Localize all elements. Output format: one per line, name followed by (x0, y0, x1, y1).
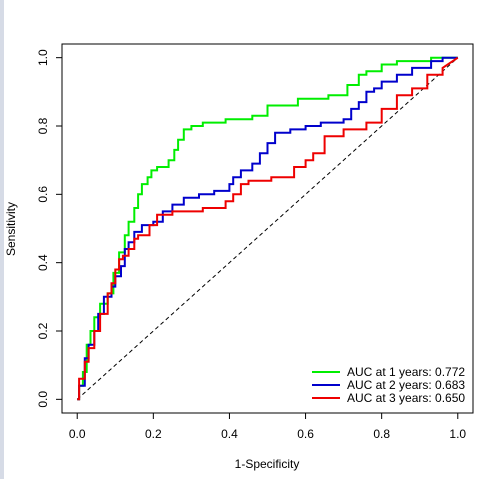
legend-label-1: AUC at 1 years: 0.772 (347, 365, 465, 379)
y-axis-label: Sensitivity (4, 202, 18, 256)
y-tick-label: 0.6 (36, 186, 50, 203)
x-tick-label: 1.0 (449, 427, 466, 441)
series-line-2 (77, 56, 458, 401)
y-tick-label: 0.0 (36, 391, 50, 408)
x-axis-label: 1-Specificity (235, 457, 300, 471)
x-tick-label: 0.4 (221, 427, 238, 441)
y-tick-label: 0.8 (36, 117, 50, 134)
y-tick-label: 1.0 (36, 49, 50, 66)
y-tick-label: 0.2 (36, 322, 50, 339)
x-tick-label: 0.2 (145, 427, 162, 441)
legend-label-2: AUC at 2 years: 0.683 (347, 378, 465, 392)
legend-label-3: AUC at 3 years: 0.650 (347, 391, 465, 405)
series-line-3 (77, 56, 459, 401)
window-edge (0, 0, 4, 479)
series-line-1 (77, 56, 458, 401)
y-tick-label: 0.4 (36, 254, 50, 271)
x-tick-label: 0.6 (297, 427, 314, 441)
x-tick-label: 0.8 (373, 427, 390, 441)
x-tick-label: 0.0 (69, 427, 86, 441)
reference-diagonal (76, 57, 459, 400)
